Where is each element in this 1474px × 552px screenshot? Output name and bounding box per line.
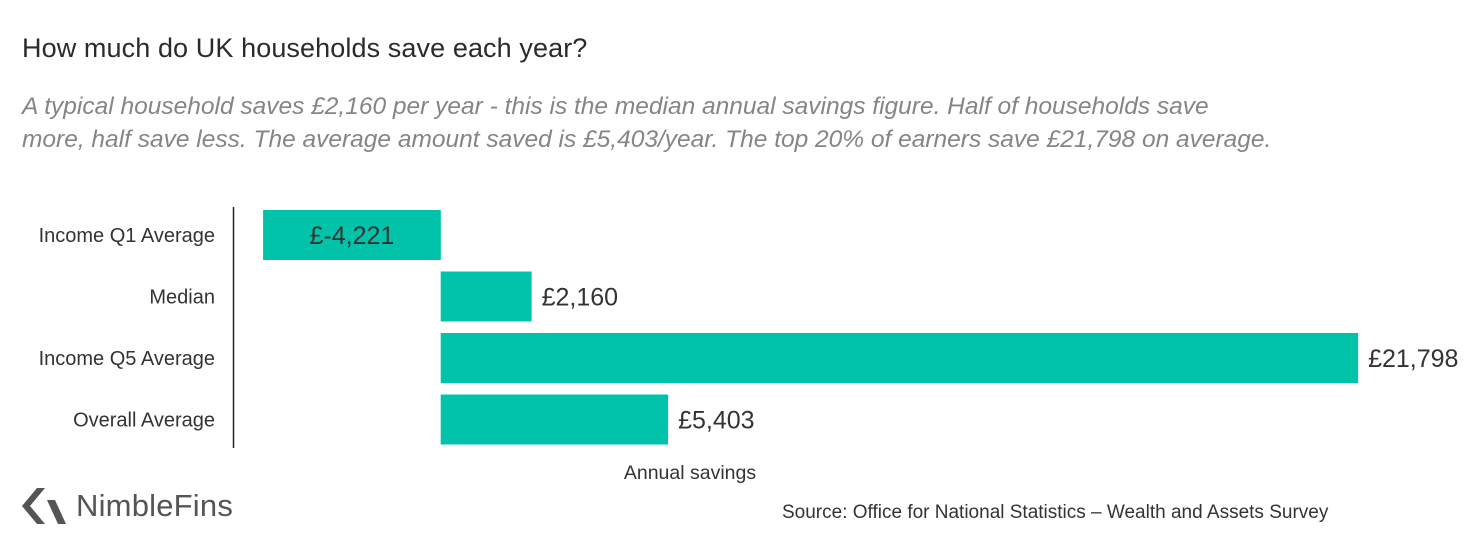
bar-2 (440, 333, 1359, 383)
category-label-3: Overall Average (73, 410, 215, 432)
chart-title: How much do UK households save each year… (22, 33, 588, 63)
bar-1 (440, 271, 532, 322)
category-label-0: Income Q1 Average (39, 225, 215, 247)
data-label-3: £5,403 (678, 407, 754, 435)
x-axis-label: Annual savings (624, 462, 757, 484)
data-label-1: £2,160 (542, 284, 618, 312)
logo-text: NimbleFins (76, 488, 234, 523)
chart-subtitle: A typical household saves £2,160 per yea… (22, 90, 1442, 156)
subtitle-line-1: A typical household saves £2,160 per yea… (22, 93, 1209, 120)
data-label-0: £-4,221 (310, 222, 395, 250)
subtitle-line-2: more, half save less. The average amount… (22, 126, 1272, 153)
labels-layer: Income Q1 Average £-4,221 Median £2,160 Inco… (39, 222, 1459, 435)
logo-chevron-icon (22, 488, 66, 524)
nimblefins-logo: NimbleFins (20, 484, 233, 528)
bar-3 (440, 394, 669, 445)
bar-0 (263, 210, 441, 260)
source-note: Source: Office for National Statistics –… (782, 502, 1329, 523)
category-label-1: Median (149, 287, 215, 309)
bars-layer (263, 210, 1359, 445)
data-label-2: £21,798 (1368, 345, 1458, 373)
category-label-2: Income Q5 Average (39, 348, 215, 370)
